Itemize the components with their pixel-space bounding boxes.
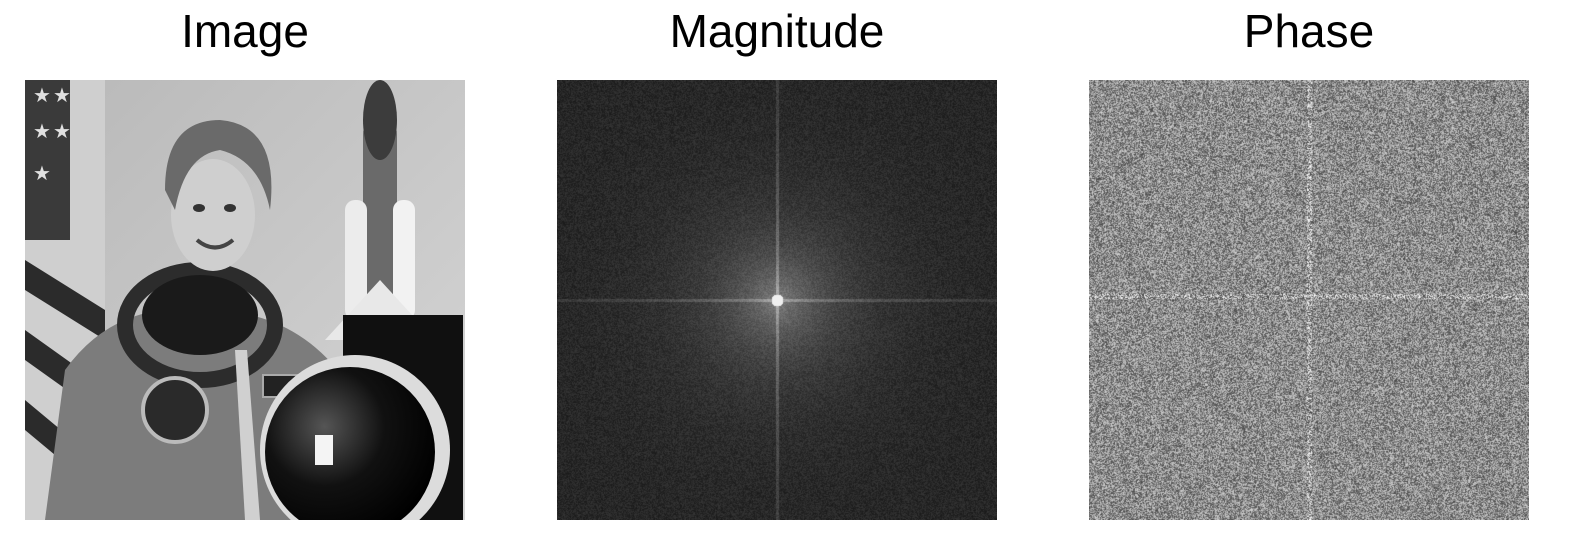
svg-text:★: ★ bbox=[33, 121, 51, 143]
svg-text:★: ★ bbox=[53, 85, 71, 107]
magnitude-panel: Magnitude bbox=[557, 0, 997, 547]
fft-phase-icon bbox=[1089, 80, 1529, 520]
magnitude-spectrum-image bbox=[557, 80, 997, 520]
image-title: Image bbox=[181, 5, 309, 57]
svg-text:★: ★ bbox=[33, 163, 51, 185]
fft-magnitude-icon bbox=[557, 80, 997, 520]
svg-text:★: ★ bbox=[33, 85, 51, 107]
phase-spectrum-image bbox=[1089, 80, 1529, 520]
astronaut-image: ★ ★ ★ ★ ★ bbox=[25, 80, 465, 520]
astronaut-photo-icon: ★ ★ ★ ★ ★ bbox=[25, 80, 465, 520]
phase-title: Phase bbox=[1243, 5, 1375, 57]
image-panel: Image ★ ★ ★ ★ ★ bbox=[25, 0, 465, 547]
phase-panel: Phase bbox=[1089, 0, 1529, 547]
magnitude-title: Magnitude bbox=[669, 5, 885, 57]
svg-text:★: ★ bbox=[53, 121, 71, 143]
